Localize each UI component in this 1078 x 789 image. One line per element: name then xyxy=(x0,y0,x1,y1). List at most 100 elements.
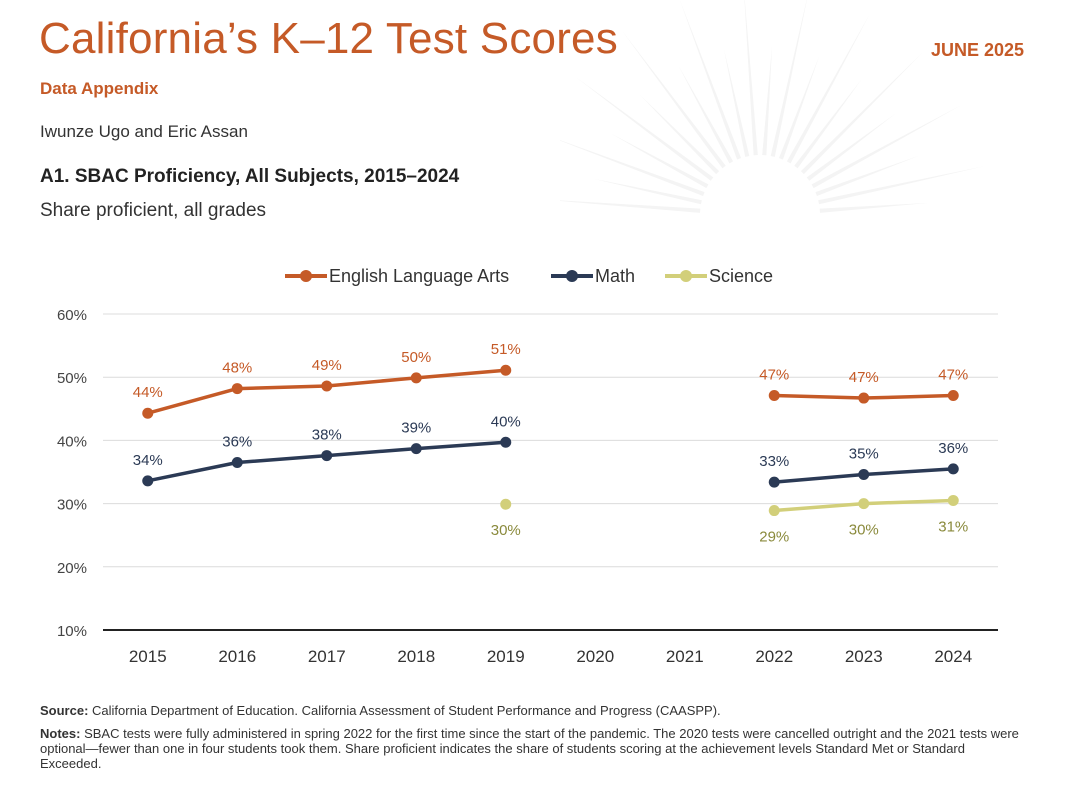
x-tick-label: 2024 xyxy=(934,647,972,666)
burst-ray xyxy=(819,202,930,213)
x-tick-label: 2021 xyxy=(666,647,704,666)
data-point xyxy=(768,390,780,402)
data-label: 49% xyxy=(312,357,342,374)
data-point xyxy=(321,450,333,462)
burst-ray xyxy=(811,104,962,189)
data-label: 36% xyxy=(222,434,252,451)
data-point xyxy=(768,476,780,488)
data-label: 30% xyxy=(491,522,521,539)
source-text: California Department of Education. Cali… xyxy=(92,703,721,718)
x-tick-label: 2017 xyxy=(308,647,346,666)
source-label: Source: xyxy=(40,703,89,718)
data-label: 47% xyxy=(938,367,968,384)
x-tick-label: 2019 xyxy=(487,647,525,666)
x-tick-label: 2023 xyxy=(845,647,883,666)
data-label: 31% xyxy=(938,518,968,535)
burst-ray xyxy=(679,0,742,160)
data-point xyxy=(231,383,243,395)
data-label: 44% xyxy=(133,384,163,401)
data-label: 47% xyxy=(849,369,879,386)
burst-ray xyxy=(786,13,871,164)
data-point xyxy=(947,463,959,475)
page-subtitle: Data Appendix xyxy=(40,79,159,98)
burst-ray xyxy=(622,30,726,169)
publication-date: JUNE 2025 xyxy=(930,40,1024,60)
burst-ray xyxy=(744,0,758,156)
notes: Notes: SBAC tests were fully administere… xyxy=(40,726,1025,771)
x-axis: 2015 2016 2017 2018 2019 2020 2021 2022 2023 2024 xyxy=(129,647,972,666)
y-tick-label: 20% xyxy=(57,560,87,577)
notes-label: Notes: xyxy=(40,726,81,741)
data-label: 47% xyxy=(759,367,789,384)
data-label: 33% xyxy=(759,453,789,470)
authors: Iwunze Ugo and Eric Assan xyxy=(40,122,248,141)
series-line xyxy=(147,440,506,483)
chart-legend: English Language Arts Math Science xyxy=(285,266,773,286)
burst-ray xyxy=(818,166,985,205)
page-title: California’s K–12 Test Scores xyxy=(39,14,618,63)
y-tick-label: 30% xyxy=(57,497,87,514)
notes-text: SBAC tests were fully administered in sp… xyxy=(40,726,1019,771)
x-tick-label: 2022 xyxy=(755,647,793,666)
data-label: 51% xyxy=(491,341,521,358)
legend-swatch-marker xyxy=(300,270,312,282)
data-point xyxy=(142,407,154,419)
figure-title: A1. SBAC Proficiency, All Subjects, 2015… xyxy=(40,166,460,187)
legend-label: English Language Arts xyxy=(329,266,509,286)
grid-lines xyxy=(103,313,998,631)
data-label: 39% xyxy=(401,420,431,437)
burst-ray xyxy=(678,65,734,164)
burst-ray xyxy=(723,48,750,157)
data-point xyxy=(321,380,333,392)
data-point xyxy=(947,494,959,506)
data-point xyxy=(500,498,512,510)
burst-ray xyxy=(815,155,920,197)
x-tick-label: 2020 xyxy=(576,647,614,666)
data-label: 29% xyxy=(759,529,789,546)
burst-ray xyxy=(762,45,773,156)
figure-subtitle: Share proficient, all grades xyxy=(40,200,267,221)
burst-ray xyxy=(560,200,701,213)
x-tick-label: 2015 xyxy=(129,647,167,666)
data-label: 38% xyxy=(312,427,342,444)
y-tick-label: 50% xyxy=(57,370,87,387)
data-label: 36% xyxy=(938,440,968,457)
burst-ray xyxy=(560,140,705,197)
legend-label: Math xyxy=(595,266,635,286)
y-axis: 10% 20% 30% 40% 50% 60% xyxy=(57,307,87,640)
data-point xyxy=(858,498,870,510)
data-label: 35% xyxy=(849,446,879,463)
burst-ray xyxy=(778,55,820,160)
burst-ray xyxy=(794,78,862,169)
x-tick-label: 2018 xyxy=(397,647,435,666)
data-point xyxy=(500,436,512,448)
sunburst-watermark xyxy=(560,0,985,213)
data-point xyxy=(410,372,422,384)
data-labels: 44% 48% 49% 50% 51% 47% 47% 47% 34% 36% 38% 39% 40% 3… xyxy=(133,341,969,545)
x-tick-label: 2016 xyxy=(218,647,256,666)
legend-swatch-marker xyxy=(680,270,692,282)
y-tick-label: 10% xyxy=(57,623,87,640)
data-point xyxy=(768,505,780,517)
data-label: 48% xyxy=(222,360,252,377)
burst-ray xyxy=(639,94,720,175)
legend-label: Science xyxy=(709,266,773,286)
burst-ray xyxy=(610,133,709,189)
data-point xyxy=(858,469,870,481)
legend-swatch-marker xyxy=(566,270,578,282)
data-point xyxy=(410,443,422,455)
data-label: 40% xyxy=(491,413,521,430)
line-chart: English Language Arts Math Science 10% 20% 3… xyxy=(57,266,998,666)
data-points xyxy=(142,364,959,517)
data-point xyxy=(142,475,154,487)
burst-ray xyxy=(593,178,702,205)
burst-ray xyxy=(575,77,714,181)
data-point xyxy=(947,390,959,402)
series-line xyxy=(147,368,506,415)
y-tick-label: 60% xyxy=(57,307,87,324)
source-note: Source: California Department of Educati… xyxy=(40,703,721,718)
burst-ray xyxy=(806,113,897,181)
data-point xyxy=(231,457,243,469)
data-point xyxy=(858,392,870,404)
burst-ray xyxy=(770,0,807,157)
